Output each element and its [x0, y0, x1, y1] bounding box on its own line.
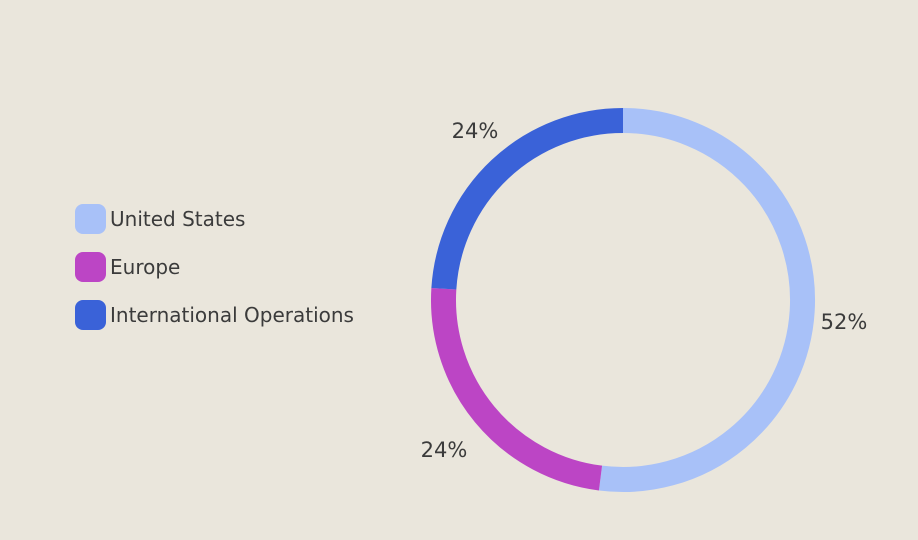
slice-label-europe: 24% [420, 438, 468, 462]
donut-segment-united-states[interactable] [598, 108, 815, 492]
legend-label-europe: Europe [110, 255, 181, 279]
chart-legend: United States Europe International Opera… [75, 204, 354, 348]
legend-item-united-states[interactable]: United States [75, 204, 354, 234]
legend-swatch-international-operations [75, 300, 106, 330]
legend-swatch-united-states [75, 204, 106, 234]
legend-label-international-operations: International Operations [110, 303, 354, 327]
slice-label-united-states: 52% [820, 310, 868, 334]
slice-label-international-operations: 24% [451, 119, 499, 143]
donut-segments [431, 108, 815, 492]
legend-item-international-operations[interactable]: International Operations [75, 300, 354, 330]
legend-item-europe[interactable]: Europe [75, 252, 354, 282]
donut-segment-europe[interactable] [431, 287, 603, 491]
donut-segment-international-operations[interactable] [431, 108, 624, 290]
legend-label-united-states: United States [110, 207, 246, 231]
legend-swatch-europe [75, 252, 106, 282]
